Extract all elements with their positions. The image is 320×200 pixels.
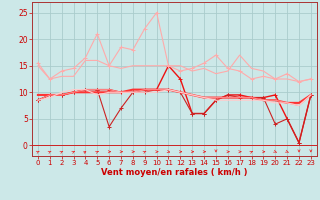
X-axis label: Vent moyen/en rafales ( km/h ): Vent moyen/en rafales ( km/h ) bbox=[101, 168, 248, 177]
